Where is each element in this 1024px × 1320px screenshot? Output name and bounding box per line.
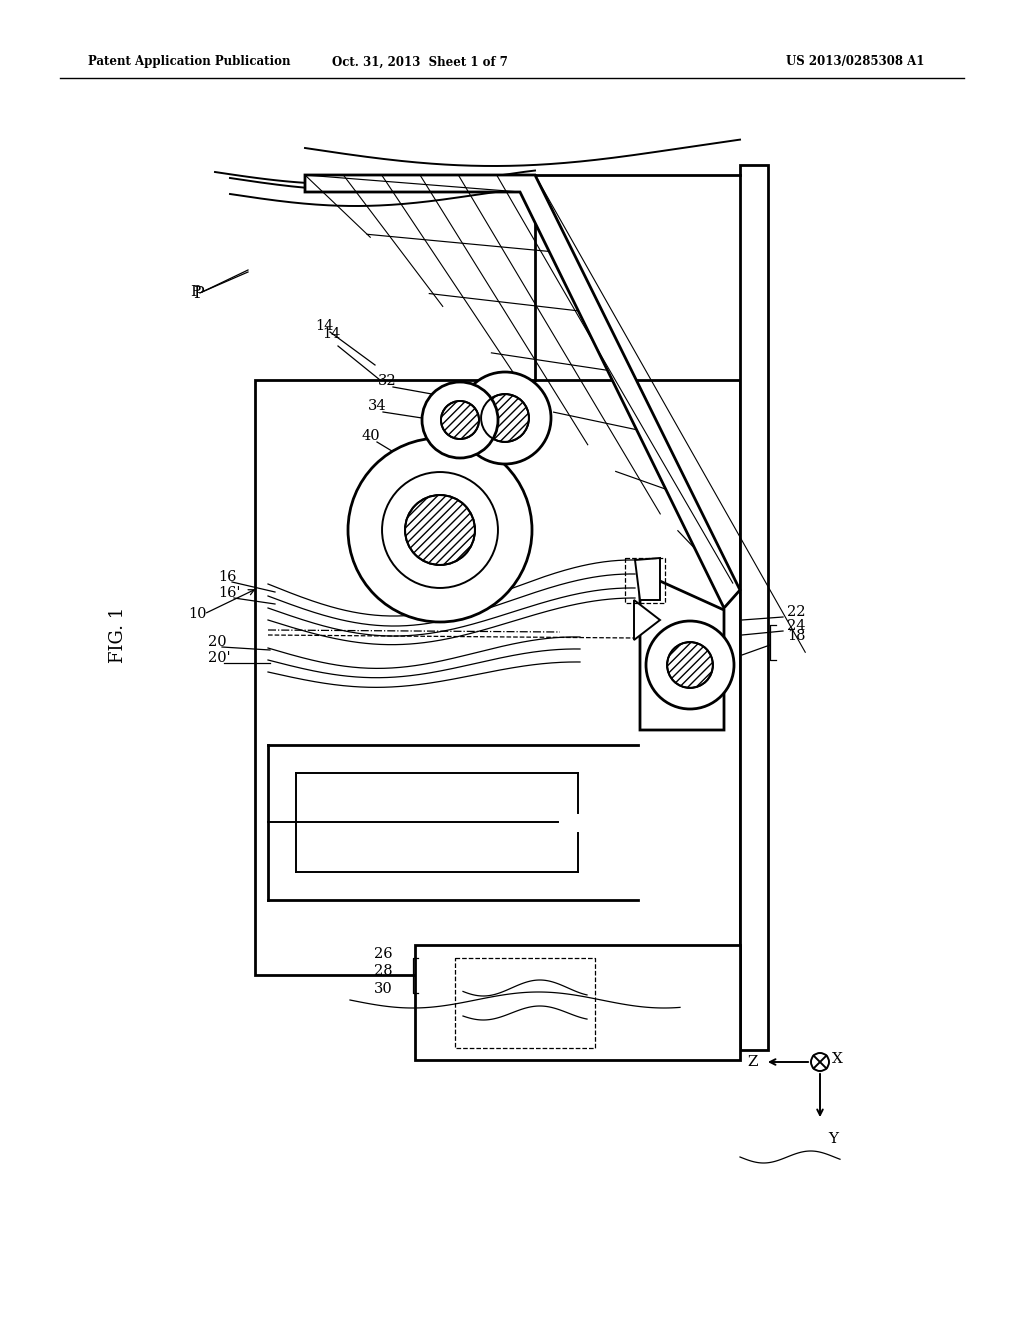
Polygon shape: [635, 558, 660, 601]
Text: 16: 16: [218, 570, 237, 583]
Circle shape: [348, 438, 532, 622]
Bar: [740, 165, 768, 1049]
Text: 32: 32: [378, 374, 396, 388]
Circle shape: [481, 395, 529, 442]
Text: P: P: [190, 285, 201, 300]
Bar: [415, 945, 740, 1060]
Text: Oct. 31, 2013  Sheet 1 of 7: Oct. 31, 2013 Sheet 1 of 7: [332, 55, 508, 69]
Text: 16': 16': [218, 586, 241, 601]
Circle shape: [459, 372, 551, 465]
Bar: [740, 165, 768, 1049]
Circle shape: [406, 495, 475, 565]
Circle shape: [441, 401, 479, 440]
Polygon shape: [305, 176, 740, 609]
Text: 30: 30: [374, 982, 393, 997]
Text: 20': 20': [208, 651, 230, 665]
Bar: [455, 958, 595, 1048]
Text: 14: 14: [315, 319, 334, 333]
Text: Y: Y: [828, 1133, 838, 1146]
Text: 18: 18: [787, 630, 806, 643]
Text: 22: 22: [787, 605, 806, 619]
Text: 12: 12: [358, 487, 377, 502]
Circle shape: [382, 473, 498, 587]
Bar: [625, 558, 665, 603]
Text: FIG. 1: FIG. 1: [109, 607, 127, 663]
Text: 34: 34: [368, 399, 387, 413]
Text: Z: Z: [748, 1055, 758, 1069]
Bar: [255, 380, 740, 975]
Text: 40: 40: [362, 429, 381, 444]
Text: X: X: [831, 1052, 843, 1067]
Text: 24: 24: [787, 619, 806, 634]
Text: 14: 14: [322, 327, 340, 341]
Text: 26: 26: [375, 946, 393, 961]
Text: US 2013/0285308 A1: US 2013/0285308 A1: [785, 55, 925, 69]
Circle shape: [422, 381, 498, 458]
Text: 28: 28: [375, 964, 393, 978]
Circle shape: [667, 642, 713, 688]
Circle shape: [811, 1053, 829, 1071]
Circle shape: [646, 620, 734, 709]
Polygon shape: [634, 601, 660, 640]
Text: Patent Application Publication: Patent Application Publication: [88, 55, 291, 69]
Polygon shape: [640, 572, 724, 730]
Text: 10: 10: [188, 607, 207, 620]
Text: 20: 20: [208, 635, 226, 649]
Text: P: P: [193, 285, 204, 301]
